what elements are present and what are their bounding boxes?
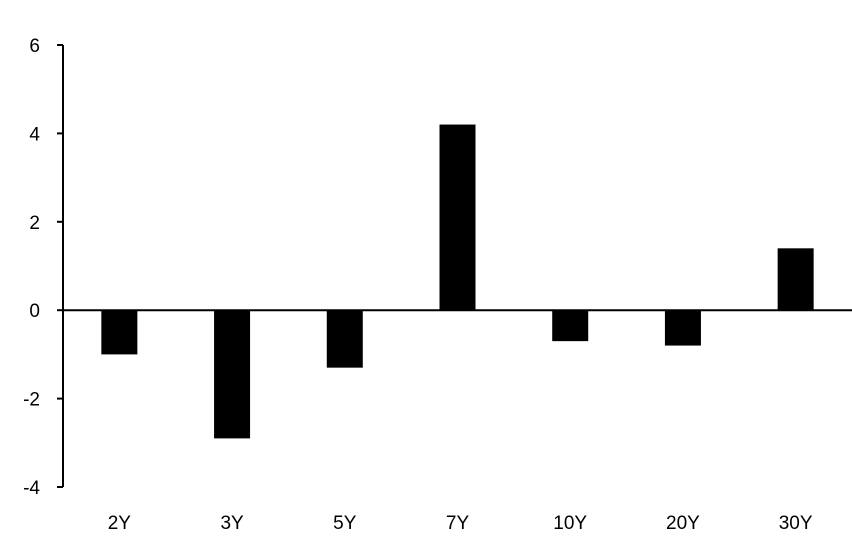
bar-20Y xyxy=(664,310,701,346)
bar-7Y xyxy=(439,124,476,311)
y-tick-label: 4 xyxy=(29,124,40,145)
bar-3Y xyxy=(214,310,251,439)
x-tick-label: 5Y xyxy=(333,513,357,534)
y-tick-label: 2 xyxy=(29,213,40,234)
bar-5Y xyxy=(326,310,363,368)
x-tick-label: 30Y xyxy=(779,513,813,534)
x-tick-label: 7Y xyxy=(446,513,470,534)
x-tick-label: 20Y xyxy=(666,513,700,534)
y-tick-label: 0 xyxy=(29,301,40,322)
bar-10Y xyxy=(552,310,589,342)
y-tick-label: -4 xyxy=(23,478,40,499)
x-tick-label: 2Y xyxy=(108,513,132,534)
bar-30Y xyxy=(777,248,814,311)
y-tick-label: 6 xyxy=(29,36,40,57)
x-tick-label: 10Y xyxy=(553,513,587,534)
x-tick-label: 3Y xyxy=(220,513,244,534)
bar-2Y xyxy=(101,310,138,355)
y-tick-label: -2 xyxy=(23,390,40,411)
